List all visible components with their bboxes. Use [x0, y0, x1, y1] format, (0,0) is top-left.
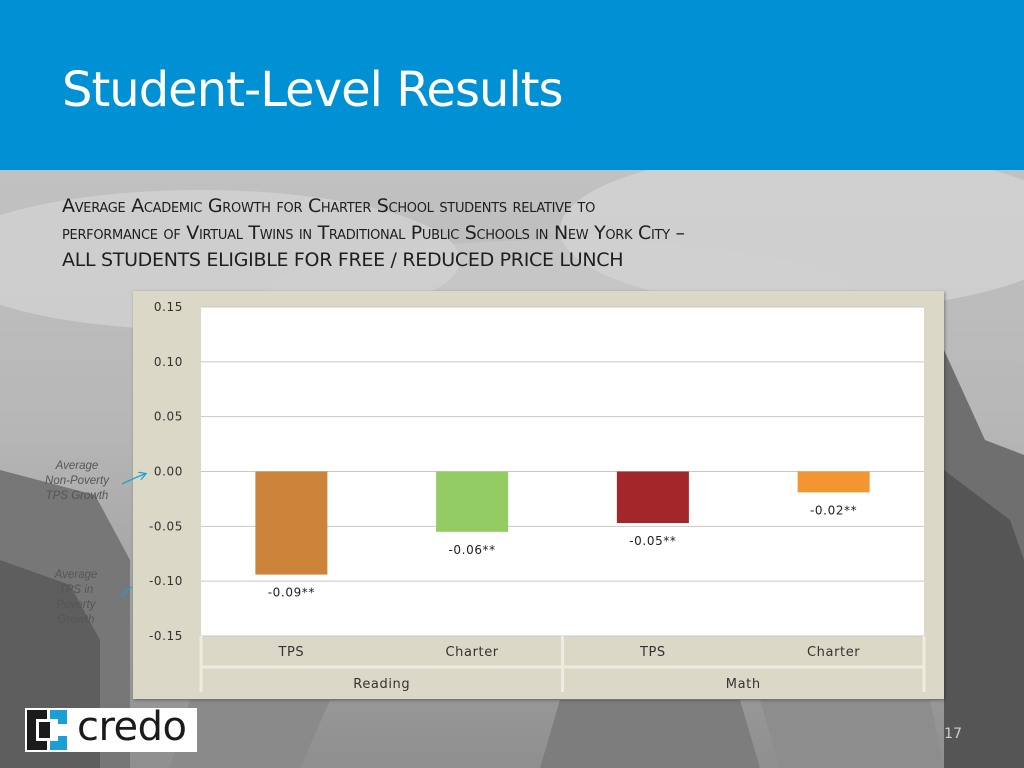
- credo-logo-icon: [27, 710, 67, 750]
- y-tick-label: -0.05: [149, 519, 183, 533]
- group-label: Reading: [353, 677, 410, 692]
- y-tick-label: 0.00: [154, 465, 183, 479]
- data-label: -0.06**: [449, 543, 496, 557]
- group-label: Math: [726, 677, 761, 692]
- category-label: Charter: [445, 645, 498, 660]
- slide-title: Student-Level Results: [62, 62, 564, 118]
- bar: [436, 471, 509, 532]
- annotation-line: TPS in: [58, 584, 94, 596]
- page-number: 17: [944, 726, 962, 742]
- subtitle-line-3: ALL STUDENTS ELIGIBLE FOR FREE / REDUCED…: [62, 249, 624, 271]
- annotation-line: Average: [55, 460, 99, 472]
- annotation-non-poverty-growth: Average Non-Poverty TPS Growth: [34, 459, 120, 504]
- y-tick-label: 0.10: [154, 355, 183, 369]
- annotation-line: Growth: [57, 614, 95, 626]
- data-label: -0.09**: [268, 586, 315, 600]
- bar: [797, 471, 870, 493]
- category-label: TPS: [639, 645, 666, 660]
- title-bar: Student-Level Results: [0, 0, 1024, 170]
- annotation-tps-poverty-growth: Average TPS in Poverty Growth: [42, 568, 110, 628]
- annotation-line: TPS Growth: [45, 490, 109, 502]
- y-tick-label: -0.10: [149, 574, 183, 588]
- y-tick-label: 0.05: [154, 410, 183, 424]
- data-label: -0.05**: [629, 534, 676, 548]
- slide-subtitle: Average Academic Growth for Charter Scho…: [62, 193, 982, 274]
- y-tick-label: -0.15: [149, 629, 183, 643]
- category-label: TPS: [277, 645, 304, 660]
- annotation-line: Average: [54, 569, 98, 581]
- bar: [616, 471, 689, 524]
- annotation-line: Non-Poverty: [45, 475, 109, 487]
- chart-frame: 0.15 0.10 0.05 0.00 -0.05 -0.10 -0.15 -0.09** -0…: [133, 291, 944, 699]
- subtitle-line-1: Average Academic Growth for Charter Scho…: [62, 195, 596, 217]
- credo-wordmark: credo: [77, 704, 187, 750]
- y-tick-label: 0.15: [154, 300, 183, 314]
- bar: [255, 471, 328, 575]
- subtitle-line-2: performance of Virtual Twins in Traditio…: [62, 222, 685, 244]
- data-label: -0.02**: [810, 503, 857, 517]
- category-label: Charter: [807, 645, 860, 660]
- bar-chart: 0.15 0.10 0.05 0.00 -0.05 -0.10 -0.15 -0.09** -0…: [149, 300, 926, 692]
- credo-logo: credo: [25, 704, 197, 752]
- annotation-line: Poverty: [56, 599, 96, 611]
